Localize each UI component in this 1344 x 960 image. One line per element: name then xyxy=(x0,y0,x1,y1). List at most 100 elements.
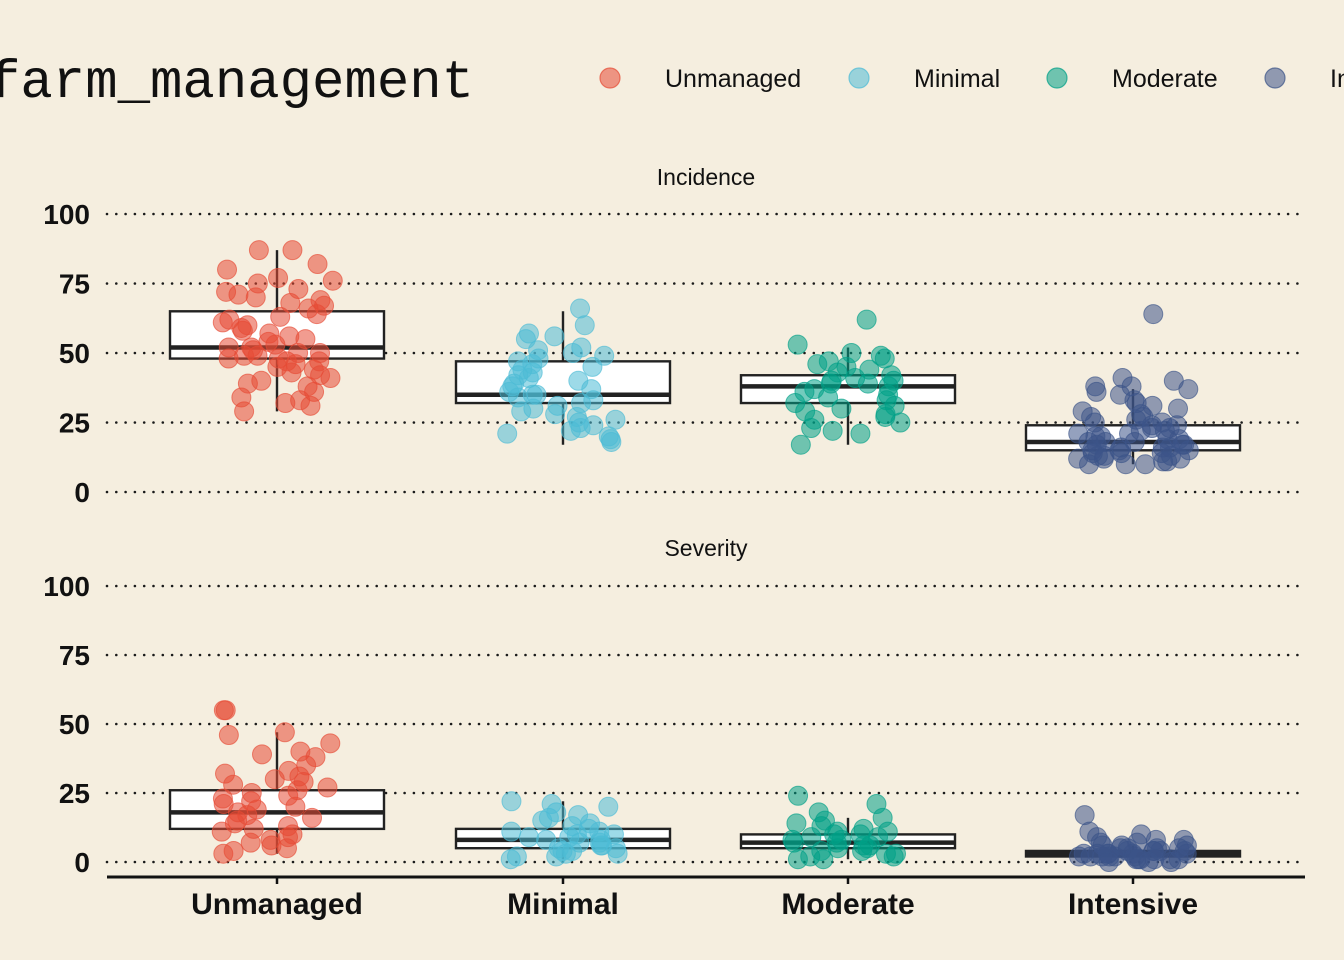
data-point xyxy=(218,725,239,746)
data-point xyxy=(320,733,341,754)
data-point xyxy=(1153,451,1174,472)
legend-key-moderate xyxy=(1046,67,1068,89)
points-minimal xyxy=(497,298,626,452)
data-point xyxy=(501,791,522,812)
data-point xyxy=(582,356,603,377)
data-point xyxy=(248,240,269,261)
x-tick-label-moderate: Moderate xyxy=(781,888,914,921)
data-point xyxy=(598,796,619,817)
data-point xyxy=(213,843,234,864)
data-point xyxy=(240,832,261,853)
data-point xyxy=(787,334,808,355)
data-point xyxy=(497,423,518,444)
legend-label-moderate: Moderate xyxy=(1112,65,1218,93)
data-point xyxy=(264,769,285,790)
data-point xyxy=(787,849,808,870)
data-point xyxy=(1168,398,1189,419)
data-point xyxy=(601,431,622,452)
data-point xyxy=(783,832,804,853)
points-intensive xyxy=(1068,805,1197,872)
box-minimal xyxy=(454,311,672,445)
points-unmanaged xyxy=(212,240,343,422)
panel-title-severity: Severity xyxy=(664,535,748,561)
y-tick-label: 0 xyxy=(74,477,90,508)
data-point xyxy=(545,404,566,425)
data-point xyxy=(223,774,244,795)
legend-title: farm_management xyxy=(0,53,474,114)
data-point xyxy=(850,423,871,444)
data-point xyxy=(574,315,595,336)
data-point xyxy=(232,320,253,341)
y-tick-label: 75 xyxy=(59,640,90,671)
data-point xyxy=(500,849,521,870)
data-point xyxy=(852,840,873,861)
data-point xyxy=(1135,454,1156,475)
box-body xyxy=(168,789,386,831)
data-point xyxy=(1178,379,1199,400)
data-point xyxy=(562,343,583,363)
data-point xyxy=(801,418,822,439)
data-point xyxy=(228,284,249,305)
data-point xyxy=(307,254,328,275)
legend-key-intensive xyxy=(1264,67,1286,89)
data-point xyxy=(270,306,291,327)
data-point xyxy=(275,393,296,414)
data-point xyxy=(570,298,591,319)
legend-label-minimal: Minimal xyxy=(914,65,1000,93)
x-tick-label-minimal: Minimal xyxy=(507,888,619,921)
data-point xyxy=(560,420,581,441)
data-point xyxy=(1161,852,1182,872)
data-point xyxy=(281,362,302,383)
points-minimal xyxy=(500,791,628,870)
data-point xyxy=(818,387,839,408)
points-unmanaged xyxy=(211,700,341,864)
data-point xyxy=(282,240,303,261)
data-point xyxy=(317,777,338,798)
data-point xyxy=(212,312,233,333)
data-point xyxy=(788,785,809,806)
data-point xyxy=(306,304,327,325)
data-point xyxy=(217,259,238,280)
data-point xyxy=(890,412,911,433)
y-tick-label: 50 xyxy=(59,338,90,369)
data-point xyxy=(274,722,295,743)
data-point xyxy=(320,368,341,389)
data-point xyxy=(234,401,255,422)
data-point xyxy=(544,326,565,347)
data-point xyxy=(1115,454,1136,475)
data-point xyxy=(211,821,232,842)
data-point xyxy=(501,821,522,842)
data-point xyxy=(605,409,626,430)
data-point xyxy=(252,744,273,765)
x-tick-label-intensive: Intensive xyxy=(1068,888,1198,921)
data-point xyxy=(790,434,811,455)
legend-label-unmanaged: Unmanaged xyxy=(665,65,801,93)
data-point xyxy=(285,796,306,817)
data-point xyxy=(822,420,843,441)
data-point xyxy=(1078,454,1099,475)
data-point xyxy=(546,846,567,867)
data-point xyxy=(322,270,343,291)
data-point xyxy=(1143,304,1164,325)
y-tick-label: 25 xyxy=(59,408,90,439)
legend-key-minimal xyxy=(848,67,870,89)
panel-incidence: Incidence 0 25 50 75 100 xyxy=(43,164,1304,508)
panel-title-incidence: Incidence xyxy=(657,164,755,190)
points-moderate xyxy=(785,309,911,455)
y-tick-label: 50 xyxy=(59,709,90,740)
panel-severity: Severity 0 25 50 75 100 xyxy=(43,535,1304,878)
data-point xyxy=(857,373,878,394)
data-point xyxy=(268,267,289,288)
data-point xyxy=(511,401,532,422)
data-point xyxy=(532,810,553,831)
data-point xyxy=(813,849,834,870)
points-moderate xyxy=(782,785,907,870)
data-point xyxy=(1086,381,1107,402)
data-point xyxy=(786,813,807,834)
data-point xyxy=(245,287,266,308)
data-point xyxy=(883,846,904,867)
data-point xyxy=(276,838,297,859)
legend: farm_management Unmanaged Minimal Moderate… xyxy=(0,53,1344,114)
data-point xyxy=(218,348,239,369)
